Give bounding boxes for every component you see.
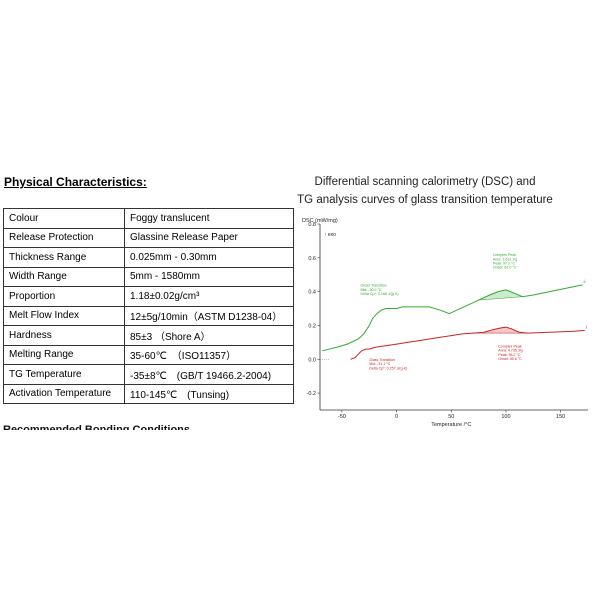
- row-value: 85±3 （Shore A）: [124, 325, 294, 346]
- row-label: Melting Range: [3, 344, 125, 365]
- y-tick-label: 0.4: [308, 290, 316, 296]
- table-row: Proportion 1.18±0.02g/cm³: [3, 286, 294, 307]
- y-tick-label: 0.2: [308, 323, 316, 329]
- y-tick-label: -0.2: [307, 391, 316, 397]
- table-row: Width Range 5mm - 1580mm: [3, 266, 294, 287]
- row-label: Thickness Range: [3, 247, 125, 268]
- chart-caption: Differential scanning calorimetry (DSC) …: [294, 173, 556, 209]
- table-row: Colour Foggy translucent: [3, 208, 294, 229]
- x-axis-title: Temperature /°C: [431, 422, 471, 428]
- dsc-series-line: [350, 326, 585, 360]
- row-label: Width Range: [3, 266, 125, 287]
- y-tick-label: 0.8: [308, 222, 316, 228]
- peak-area: [472, 326, 528, 334]
- y-tick-label: 0.6: [308, 256, 316, 262]
- chart-annotation-text: Delta Cp*: 0.257 J/(g·K): [369, 366, 407, 370]
- x-tick-label: -50: [338, 414, 346, 420]
- chart-annotation-text: Area: 4.735 J/g: [498, 349, 522, 353]
- physical-characteristics-table: Colour Foggy translucent Release Protecti…: [3, 208, 294, 404]
- chart-annotation-text: Complex Peak: [498, 344, 522, 348]
- series-end-label: i: [586, 325, 587, 330]
- row-label: Release Protection: [3, 227, 125, 248]
- x-tick-label: 0: [395, 414, 398, 420]
- chart-caption-line-1: Differential scanning calorimetry (DSC) …: [314, 176, 536, 188]
- row-label: Hardness: [3, 325, 125, 346]
- chart-annotation-text: Mid: -31.1 °C: [369, 362, 390, 366]
- row-value: 0.025mm - 0.30mm: [124, 247, 294, 268]
- chart-annotation-text: Onset Transition: [360, 284, 386, 288]
- chart-annotation-text: Complex Peak: [493, 253, 517, 257]
- x-tick-label: 150: [556, 414, 565, 420]
- chart-annotation-text: Peak: 96.2 °C: [498, 353, 521, 357]
- y-tick-label: 0.0: [308, 357, 316, 363]
- row-label: TG Temperature: [3, 364, 125, 385]
- y-axis-title: DSC (mW/mg): [302, 218, 338, 224]
- row-value: -35±8℃ (GB/T 19466.2-2004): [124, 364, 294, 385]
- chart-caption-line-2: TG analysis curves of glass transition t…: [297, 194, 553, 206]
- row-value: 12±5g/10min（ASTM D1238-04）: [124, 305, 294, 326]
- chart-annotation-text: Onset: 50.6 °C: [498, 357, 522, 361]
- x-tick-label: 100: [501, 414, 510, 420]
- dsc-chart: DSC (mW/mg) ↑ exo Temperature /°C -50 0 50 100…: [302, 218, 588, 428]
- row-label: Colour: [3, 208, 125, 229]
- row-value: 5mm - 1580mm: [124, 266, 294, 287]
- row-value: 35-60℃ （ISO11357）: [124, 344, 294, 365]
- peak-area: [478, 289, 523, 301]
- row-value: Glassine Release Paper: [124, 227, 294, 248]
- cutoff-heading: Recommended Bonding Conditions: [3, 424, 190, 430]
- table-row: Activation Temperature 110-145℃ (Tunsing): [3, 383, 294, 404]
- table-row: Melting Range 35-60℃ （ISO11357）: [3, 344, 294, 365]
- row-label: Proportion: [3, 286, 125, 307]
- table-row: Melt Flow Index 12±5g/10min（ASTM D1238-04…: [3, 305, 294, 326]
- section-heading: Physical Characteristics:: [4, 175, 147, 189]
- row-label: Activation Temperature: [3, 383, 125, 404]
- chart-annotation-text: Delta Cp*: 0.168 J/(g·K): [360, 292, 398, 296]
- table-row: Release Protection Glassine Release Paper: [3, 227, 294, 248]
- chart-annotation-text: Onset: 62.0 °C: [493, 266, 517, 270]
- chart-annotation-text: Area: 3.631 J/g: [493, 257, 517, 261]
- chart-annotation-text: Mid: -30.9 °C: [360, 288, 381, 292]
- row-value: 110-145℃ (Tunsing): [124, 383, 294, 404]
- chart-annotation-text: Peak: 97.2 °C: [493, 262, 516, 266]
- row-value: Foggy translucent: [124, 208, 294, 229]
- row-value: 1.18±0.02g/cm³: [124, 286, 294, 307]
- table-row: Hardness 85±3 （Shore A）: [3, 325, 294, 346]
- row-label: Melt Flow Index: [3, 305, 125, 326]
- exo-label: ↑ exo: [324, 232, 336, 238]
- chart-annotation-text: Glass Transition: [369, 358, 395, 362]
- x-tick-label: 50: [448, 414, 454, 420]
- table-row: TG Temperature -35±8℃ (GB/T 19466.2-2004): [3, 364, 294, 385]
- table-row: Thickness Range 0.025mm - 0.30mm: [3, 247, 294, 268]
- series-end-label: ii: [584, 279, 586, 284]
